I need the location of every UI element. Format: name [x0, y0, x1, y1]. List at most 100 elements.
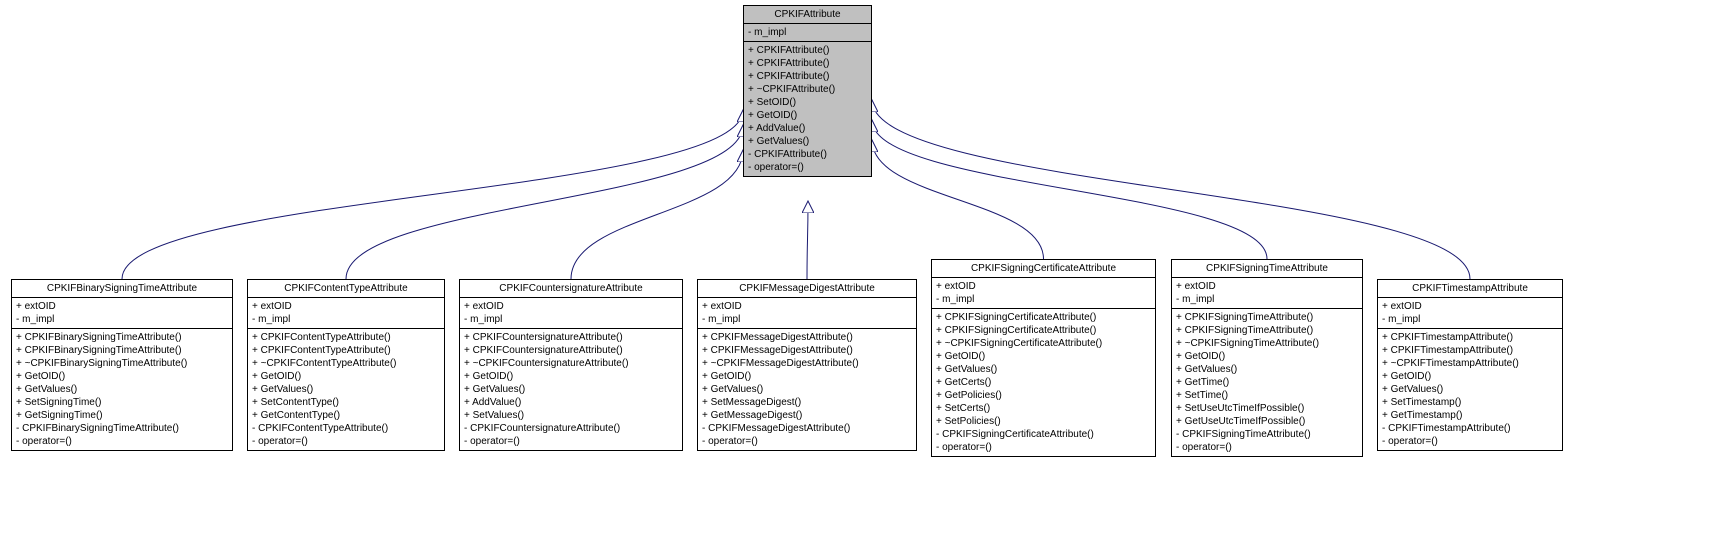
operation-line: + ~CPKIFTimestampAttribute() — [1382, 357, 1558, 370]
attribute-line: + extOID — [16, 300, 228, 313]
operation-line: + CPKIFAttribute() — [748, 70, 867, 83]
diagram-canvas: CPKIFAttribute - m_impl + CPKIFAttribute()… — [0, 0, 1723, 539]
class-title: CPKIFContentTypeAttribute — [248, 280, 444, 298]
operation-line: + GetValues() — [1176, 363, 1358, 376]
attributes-compartment: + extOID- m_impl — [248, 298, 444, 329]
operation-line: - operator=() — [252, 435, 440, 448]
class-box[interactable]: CPKIFMessageDigestAttribute+ extOID- m_i… — [697, 279, 917, 451]
operation-line: + CPKIFAttribute() — [748, 57, 867, 70]
attribute-line: - m_impl — [1176, 293, 1358, 306]
class-box[interactable]: CPKIFBinarySigningTimeAttribute+ extOID-… — [11, 279, 233, 451]
attribute-line: + extOID — [1176, 280, 1358, 293]
inheritance-edge — [346, 125, 743, 279]
operation-line: + AddValue() — [748, 122, 867, 135]
class-title: CPKIFSigningCertificateAttribute — [932, 260, 1155, 278]
operations-compartment: + CPKIFSigningTimeAttribute()+ CPKIFSign… — [1172, 309, 1362, 456]
operation-line: - CPKIFSigningCertificateAttribute() — [936, 428, 1151, 441]
operation-line: + CPKIFSigningTimeAttribute() — [1176, 311, 1358, 324]
operation-line: - operator=() — [1176, 441, 1358, 454]
attribute-line: - m_impl — [1382, 313, 1558, 326]
inheritance-edge — [872, 100, 1470, 279]
operations-compartment: + CPKIFBinarySigningTimeAttribute()+ CPK… — [12, 329, 232, 450]
operation-line: + SetUseUtcTimeIfPossible() — [1176, 402, 1358, 415]
attributes-compartment: + extOID- m_impl — [932, 278, 1155, 309]
operation-line: + GetOID() — [1176, 350, 1358, 363]
operation-line: + CPKIFSigningTimeAttribute() — [1176, 324, 1358, 337]
inheritance-edge — [571, 150, 743, 279]
operation-line: + CPKIFCountersignatureAttribute() — [464, 331, 678, 344]
attributes-compartment: + extOID- m_impl — [12, 298, 232, 329]
operation-line: + GetValues() — [252, 383, 440, 396]
operation-line: + SetValues() — [464, 409, 678, 422]
attributes-compartment: + extOID- m_impl — [460, 298, 682, 329]
operation-line: + CPKIFSigningCertificateAttribute() — [936, 311, 1151, 324]
class-title: CPKIFMessageDigestAttribute — [698, 280, 916, 298]
class-box[interactable]: CPKIFAttribute - m_impl + CPKIFAttribute()… — [743, 5, 872, 177]
operation-line: - operator=() — [1382, 435, 1558, 448]
attributes-compartment: - m_impl — [744, 24, 871, 42]
operation-line: + CPKIFTimestampAttribute() — [1382, 331, 1558, 344]
operation-line: - CPKIFCountersignatureAttribute() — [464, 422, 678, 435]
operation-line: + GetOID() — [748, 109, 867, 122]
operations-compartment: + CPKIFAttribute()+ CPKIFAttribute()+ CP… — [744, 42, 871, 176]
operation-line: + GetOID() — [464, 370, 678, 383]
attribute-line: - m_impl — [702, 313, 912, 326]
operation-line: + GetOID() — [702, 370, 912, 383]
operation-line: + CPKIFContentTypeAttribute() — [252, 331, 440, 344]
operation-line: + CPKIFContentTypeAttribute() — [252, 344, 440, 357]
inheritance-edge — [122, 110, 743, 279]
attribute-line: - m_impl — [464, 313, 678, 326]
inheritance-edge — [872, 140, 1044, 259]
class-box[interactable]: CPKIFSigningCertificateAttribute+ extOID… — [931, 259, 1156, 457]
operation-line: - CPKIFAttribute() — [748, 148, 867, 161]
attribute-line: - m_impl — [252, 313, 440, 326]
operation-line: + GetCerts() — [936, 376, 1151, 389]
attribute-line: + extOID — [252, 300, 440, 313]
attribute-line: - m_impl — [936, 293, 1151, 306]
operation-line: + SetTime() — [1176, 389, 1358, 402]
class-box[interactable]: CPKIFTimestampAttribute+ extOID- m_impl+… — [1377, 279, 1563, 451]
attribute-line: - m_impl — [748, 26, 867, 39]
operation-line: + GetOID() — [252, 370, 440, 383]
operation-line: + GetOID() — [16, 370, 228, 383]
operations-compartment: + CPKIFCountersignatureAttribute()+ CPKI… — [460, 329, 682, 450]
attributes-compartment: + extOID- m_impl — [698, 298, 916, 329]
operation-line: + SetSigningTime() — [16, 396, 228, 409]
operation-line: + CPKIFAttribute() — [748, 44, 867, 57]
class-title: CPKIFAttribute — [744, 6, 871, 24]
attributes-compartment: + extOID- m_impl — [1172, 278, 1362, 309]
operation-line: + CPKIFSigningCertificateAttribute() — [936, 324, 1151, 337]
operation-line: + GetUseUtcTimeIfPossible() — [1176, 415, 1358, 428]
class-title: CPKIFTimestampAttribute — [1378, 280, 1562, 298]
operation-line: + GetValues() — [936, 363, 1151, 376]
operation-line: + GetTime() — [1176, 376, 1358, 389]
inheritance-edge — [872, 120, 1267, 259]
operation-line: - CPKIFMessageDigestAttribute() — [702, 422, 912, 435]
operation-line: - operator=() — [464, 435, 678, 448]
operation-line: + GetOID() — [1382, 370, 1558, 383]
class-box[interactable]: CPKIFCountersignatureAttribute+ extOID- … — [459, 279, 683, 451]
operation-line: - operator=() — [16, 435, 228, 448]
attributes-compartment: + extOID- m_impl — [1378, 298, 1562, 329]
operation-line: - CPKIFContentTypeAttribute() — [252, 422, 440, 435]
operation-line: + GetValues() — [748, 135, 867, 148]
attribute-line: + extOID — [464, 300, 678, 313]
operation-line: - operator=() — [748, 161, 867, 174]
operations-compartment: + CPKIFMessageDigestAttribute()+ CPKIFMe… — [698, 329, 916, 450]
operation-line: - operator=() — [702, 435, 912, 448]
operation-line: + CPKIFBinarySigningTimeAttribute() — [16, 344, 228, 357]
operation-line: + ~CPKIFContentTypeAttribute() — [252, 357, 440, 370]
attribute-line: - m_impl — [16, 313, 228, 326]
operation-line: + ~CPKIFBinarySigningTimeAttribute() — [16, 357, 228, 370]
class-box[interactable]: CPKIFContentTypeAttribute+ extOID- m_imp… — [247, 279, 445, 451]
operations-compartment: + CPKIFTimestampAttribute()+ CPKIFTimest… — [1378, 329, 1562, 450]
attribute-line: + extOID — [1382, 300, 1558, 313]
operation-line: - CPKIFTimestampAttribute() — [1382, 422, 1558, 435]
class-box[interactable]: CPKIFSigningTimeAttribute+ extOID- m_imp… — [1171, 259, 1363, 457]
operation-line: + GetOID() — [936, 350, 1151, 363]
class-title: CPKIFSigningTimeAttribute — [1172, 260, 1362, 278]
operation-line: + SetPolicies() — [936, 415, 1151, 428]
operation-line: + ~CPKIFCountersignatureAttribute() — [464, 357, 678, 370]
operation-line: + SetOID() — [748, 96, 867, 109]
operation-line: + SetContentType() — [252, 396, 440, 409]
